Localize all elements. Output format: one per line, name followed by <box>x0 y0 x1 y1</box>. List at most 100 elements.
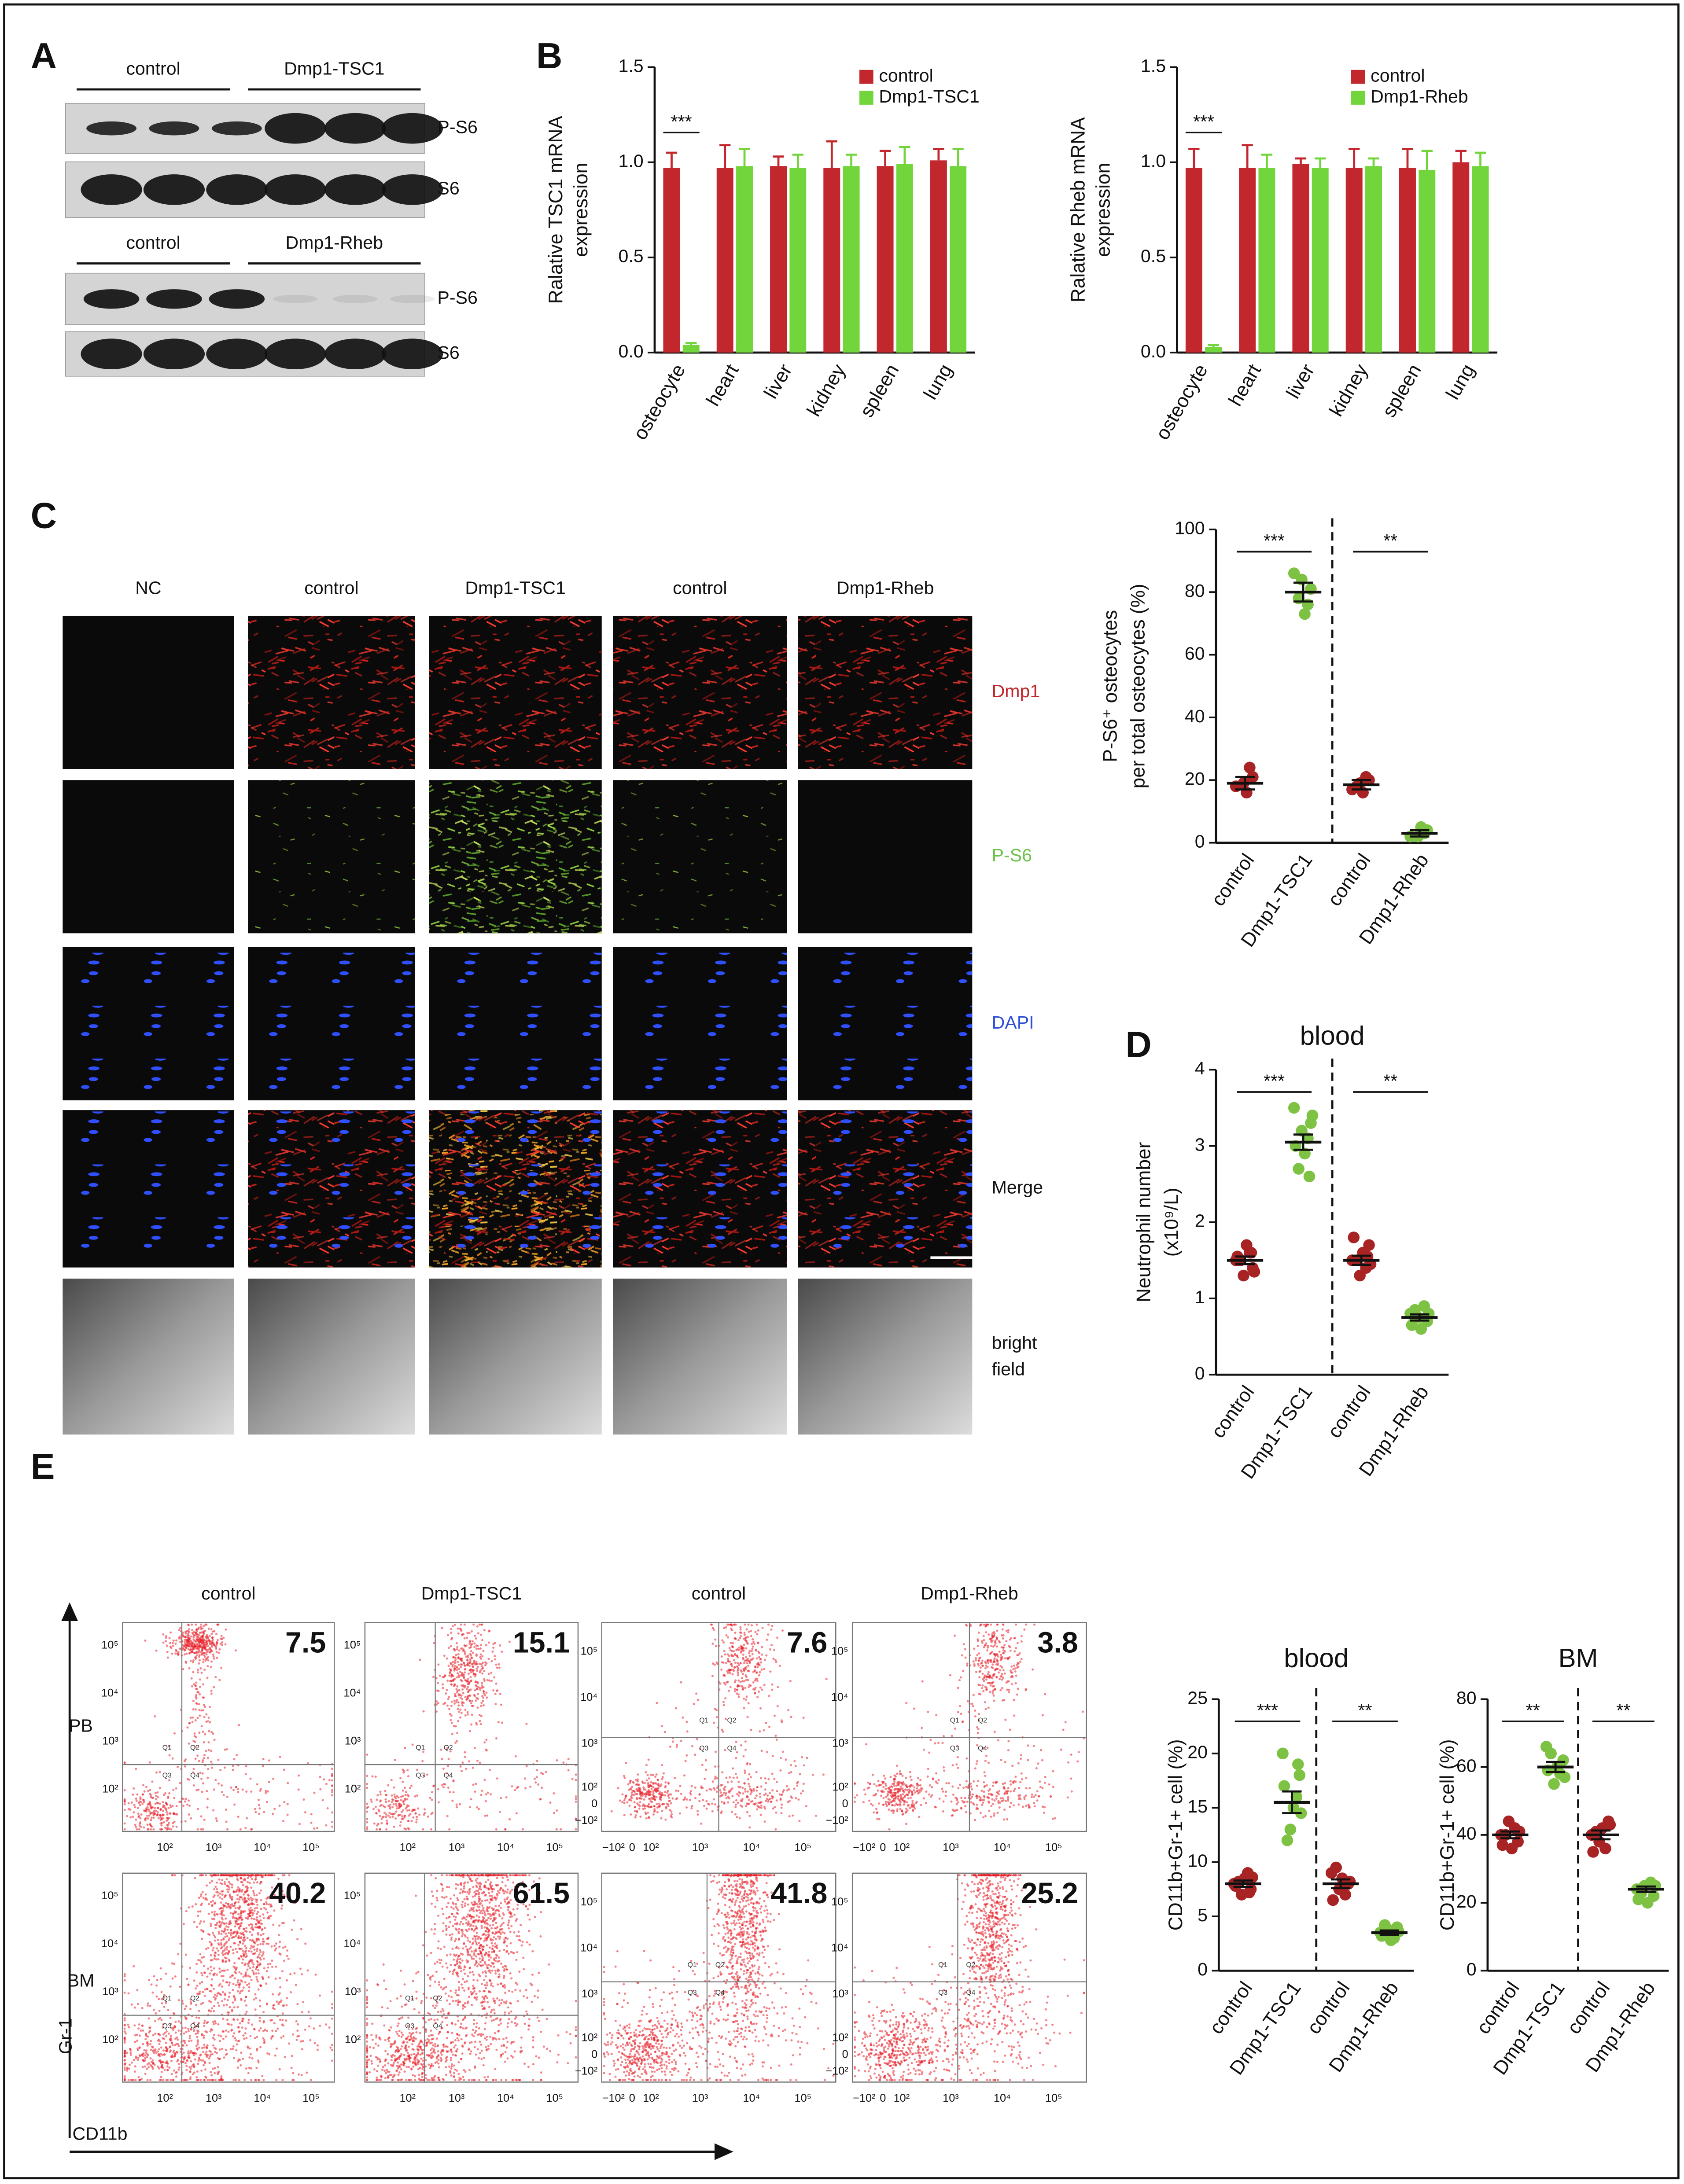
flow-event <box>247 1894 250 1897</box>
flow-event <box>735 1741 737 1743</box>
flow-event <box>658 1793 660 1795</box>
flow-event <box>1038 1795 1040 1798</box>
image-row-label: bright <box>992 1333 1037 1353</box>
flow-event <box>472 1663 474 1665</box>
flow-event <box>475 1647 478 1650</box>
flow-event <box>887 1787 889 1789</box>
flow-event <box>894 1805 896 1807</box>
flow-event <box>160 1822 162 1824</box>
flow-event <box>733 1669 735 1672</box>
flow-event <box>236 1918 238 1920</box>
flow-event <box>220 1901 222 1904</box>
flow-event <box>483 1704 485 1706</box>
flow-event <box>903 1783 906 1785</box>
flow-event <box>645 1796 647 1798</box>
flow-event <box>421 1760 424 1762</box>
flow-event <box>952 1809 954 1811</box>
flow-event <box>211 1767 213 1769</box>
blot-band <box>265 174 326 205</box>
flow-event <box>1021 1772 1023 1775</box>
flow-event <box>265 1903 268 1905</box>
flow-event <box>217 2023 219 2026</box>
flow-event <box>536 1776 538 1778</box>
flow-event <box>461 1701 464 1703</box>
flow-event <box>973 1660 975 1662</box>
flow-event <box>159 2017 162 2019</box>
flow-event <box>1007 1631 1010 1633</box>
flow-event <box>782 1751 784 1753</box>
flow-event <box>250 1791 252 1793</box>
flow-event <box>949 1674 951 1676</box>
flow-event <box>479 1720 481 1722</box>
flow-event <box>254 2008 257 2011</box>
flow-event <box>219 1921 221 1923</box>
flow-event <box>909 1776 911 1778</box>
flow-event <box>648 1798 650 1800</box>
flow-event <box>750 1729 752 1731</box>
flow-event <box>1015 1647 1017 1649</box>
flow-event <box>192 1721 194 1723</box>
flow-event <box>266 2003 268 2005</box>
flow-event <box>648 1803 650 1805</box>
flow-event <box>200 1628 202 1630</box>
flow-event <box>449 1680 451 1682</box>
flow-event <box>660 1794 662 1796</box>
flow-event <box>671 1816 673 1819</box>
flow-event <box>751 1648 753 1650</box>
flow-event <box>457 1701 460 1703</box>
flow-event <box>175 1640 177 1642</box>
flow-event <box>153 2009 155 2011</box>
flow-event <box>209 1721 211 1724</box>
flow-event <box>221 1960 224 1962</box>
flow-event <box>747 1658 749 1660</box>
flow-event <box>256 2036 258 2038</box>
flow-event <box>441 1758 443 1760</box>
flow-event <box>196 1633 198 1635</box>
flow-event <box>254 1907 256 1909</box>
flow-event <box>909 1807 911 1809</box>
flow-event <box>732 1767 734 1769</box>
flow-event <box>236 1898 239 1900</box>
flow-event <box>279 1805 281 1807</box>
flow-event <box>777 1686 779 1688</box>
flow-event <box>973 1663 976 1666</box>
flow-event <box>173 1963 175 1965</box>
blot-band <box>265 113 326 144</box>
flow-event <box>648 1791 650 1793</box>
flow-event <box>257 1874 259 1876</box>
flow-y-tick: 10³ <box>832 1737 848 1749</box>
flow-event <box>743 1707 745 1709</box>
flow-event <box>235 1921 237 1923</box>
flow-event <box>760 1814 762 1816</box>
flow-event <box>748 1785 751 1787</box>
flow-event <box>253 1892 255 1894</box>
flow-event <box>447 1765 449 1767</box>
flow-event <box>765 1800 767 1802</box>
flow-event <box>235 1968 237 1970</box>
flow-event <box>193 1683 195 1685</box>
flow-event <box>638 1808 641 1810</box>
flow-event <box>187 1624 189 1626</box>
flow-event <box>228 1996 230 1998</box>
flow-event <box>652 1798 654 1800</box>
flow-event <box>1006 1818 1008 1820</box>
flow-event <box>483 1629 486 1631</box>
flow-event <box>379 1815 381 1817</box>
flow-event <box>200 1904 202 1906</box>
flow-event <box>715 1751 717 1753</box>
flow-event <box>186 1644 188 1647</box>
flow-event <box>981 1687 983 1689</box>
flow-y-tick: 10² <box>102 1783 118 1795</box>
flow-event <box>713 1798 715 1801</box>
flow-event <box>269 1963 271 1965</box>
flow-event <box>323 1778 325 1780</box>
flow-event <box>668 1794 670 1796</box>
flow-event <box>1021 1658 1023 1660</box>
flow-event <box>470 1669 472 1671</box>
flow-event <box>472 1705 474 1707</box>
flow-event <box>227 2031 229 2033</box>
flow-event <box>723 1704 725 1706</box>
flow-event <box>228 1881 230 1883</box>
flow-event <box>327 1807 329 1809</box>
flow-event <box>899 1786 902 1788</box>
